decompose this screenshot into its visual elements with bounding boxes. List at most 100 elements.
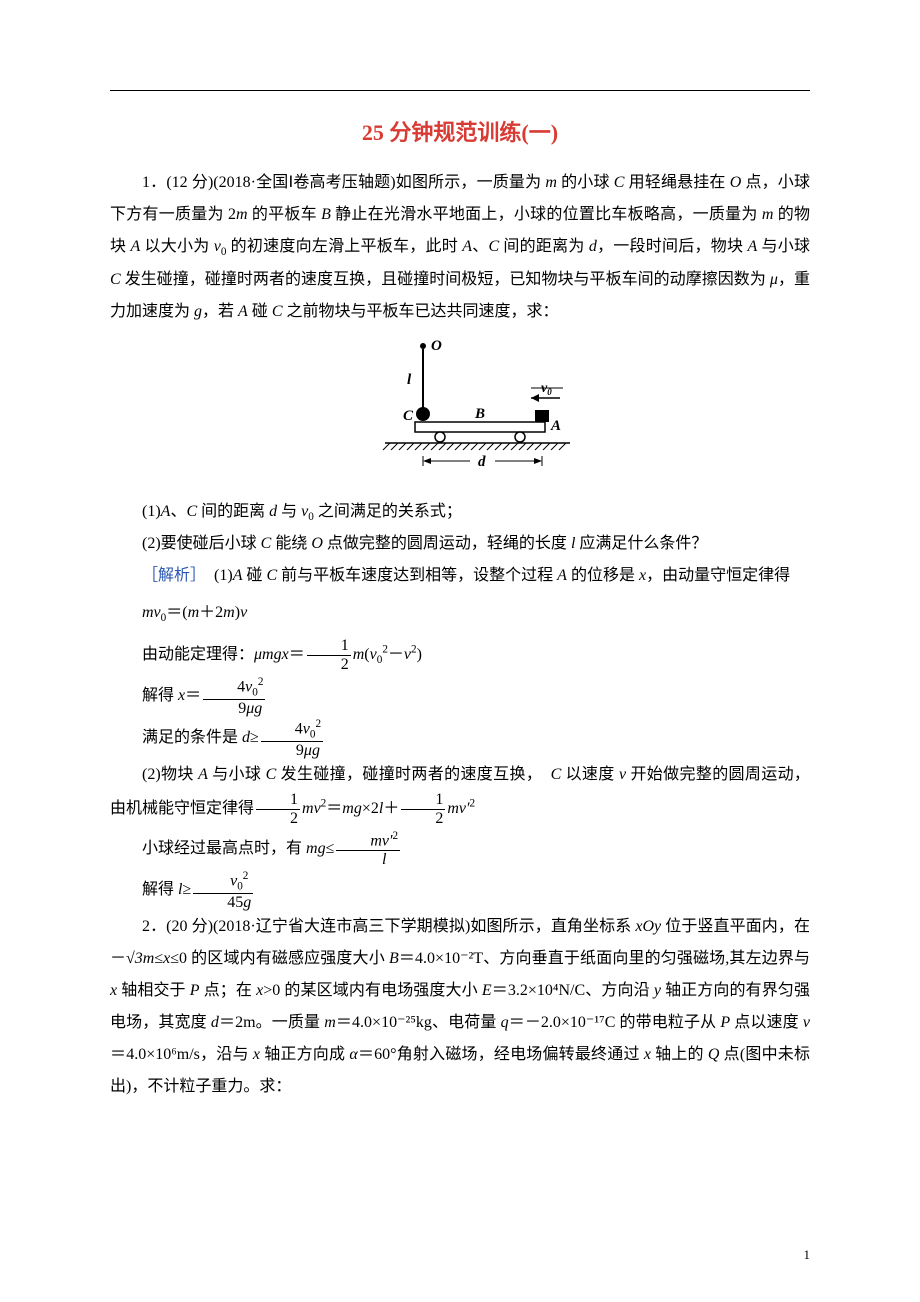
svg-text:d: d <box>478 454 486 470</box>
eq4-ge: ≥ <box>250 729 259 746</box>
eq3-eq: ＝ <box>185 687 201 704</box>
p1-A2: A <box>462 238 472 255</box>
p1-C2: C <box>488 238 499 255</box>
p1-2c: 静止在光滑水平地面上，小球的位置比车板略高，一质量为 <box>331 206 762 223</box>
s1i: ，由动量守恒定律得 <box>646 567 790 584</box>
p1-2j: 发生碰撞，碰撞时两者的速度互换，且碰撞时间极短，已知物块与平板车间的动摩擦因数为 <box>121 271 770 288</box>
eq6-le: ≤ <box>326 840 335 857</box>
p3-P: P <box>190 982 200 999</box>
p1-A: A <box>130 238 140 255</box>
p3-eq4: ＝4.0×10⁻²⁵kg、电荷量 <box>336 1014 501 1031</box>
p3-v: v <box>803 1014 810 1031</box>
p3-le2: ≤0 的区域内有磁感应强度大小 <box>170 950 389 967</box>
p3-x4: x <box>253 1046 260 1063</box>
eq7: 解得 l≥v0245g <box>110 869 810 911</box>
p1-v0: v <box>214 238 221 255</box>
eq7-ge: ≥ <box>182 881 191 898</box>
problem-2: 2．(20 分)(2018·辽宁省大连市高三下学期模拟)如图所示，直角坐标系 x… <box>110 911 810 1103</box>
s1g: 的位移是 <box>567 567 639 584</box>
p1-2h: ，一段时间后，物块 <box>597 238 748 255</box>
eq6-pre: 小球经过最高点时，有 <box>142 840 306 857</box>
p1-B: B <box>321 206 331 223</box>
p3-eq6: ＝4.0×10⁶m/s，沿与 <box>110 1046 253 1063</box>
p3-E: E <box>482 982 492 999</box>
problem-1: 1．(12 分)(2018·全国Ⅰ卷高考压轴题)如图所示，一质量为 m 的小球 … <box>110 167 810 328</box>
p3-m2: m <box>324 1014 336 1031</box>
p1-2g: 间的距离为 <box>499 238 589 255</box>
p2c: 发生碰撞，碰撞时两者的速度互换， <box>276 766 534 783</box>
eq7-pre: 解得 <box>142 881 178 898</box>
p2b: 与小球 <box>208 766 266 783</box>
p1-2f: 的初速度向左滑上平板车，此时 <box>226 238 462 255</box>
svg-text:v0: v0 <box>541 381 552 397</box>
p3-le: ≤ <box>154 950 163 967</box>
s1f: A <box>557 567 567 584</box>
eq3-pre: 解得 <box>142 687 178 704</box>
p1-lead: 1．(12 分)(2018·全国Ⅰ卷高考压轴题)如图所示，一质量为 <box>142 174 545 191</box>
p1-2i: 与小球 <box>757 238 810 255</box>
svg-text:B: B <box>474 406 485 422</box>
p1-O: O <box>730 174 742 191</box>
solution-1: ［解析］ (1)A 碰 C 前与平板车速度达到相等，设整个过程 A 的位移是 x… <box>110 560 810 592</box>
p3-q: q <box>501 1014 509 1031</box>
p1-mu: μ <box>770 271 778 288</box>
q2: (2)要使碰后小球 C 能绕 O 点做完整的圆周运动，轻绳的长度 l 应满足什么… <box>110 528 810 560</box>
e5d2: 2 <box>401 810 445 828</box>
p1-2l: ，若 <box>202 303 238 320</box>
s1d: C <box>266 567 277 584</box>
eq2-den: 2 <box>307 656 351 674</box>
p1-sep: 、 <box>472 238 488 255</box>
p3-t3: 点；在 <box>200 982 257 999</box>
p1-C4: C <box>272 303 283 320</box>
p2: (2)物块 A 与小球 C 发生碰撞，碰撞时两者的速度互换， C 以速度 v 开… <box>110 759 810 827</box>
p3-x5: x <box>644 1046 651 1063</box>
p1-2n: 之前物块与平板车已达共同速度，求： <box>283 303 559 320</box>
p1-m2: m <box>236 206 248 223</box>
p3-eq2: ＝3.2×10⁴N/C、方向沿 <box>492 982 654 999</box>
eq3: 解得 x＝4v029μg <box>110 675 810 717</box>
s1c: 碰 <box>242 567 266 584</box>
e5n1: 1 <box>256 791 300 810</box>
p1-2b: 的平板车 <box>248 206 322 223</box>
p3-lead: 2．(20 分)(2018·辽宁省大连市高三下学期模拟)如图所示，直角坐标系 <box>142 918 635 935</box>
top-rule <box>110 90 810 91</box>
diagram-svg: O l C B A v0 <box>345 338 575 478</box>
eq4-pre: 满足的条件是 <box>142 729 242 746</box>
p2C: C <box>266 766 277 783</box>
p3-t5: 点以速度 <box>730 1014 803 1031</box>
s1h: x <box>639 567 646 584</box>
svg-text:C: C <box>403 408 414 424</box>
p3-xoy: xOy <box>635 918 661 935</box>
p1-2m: 碰 <box>248 303 272 320</box>
figure-1: O l C B A v0 <box>110 338 810 490</box>
e5n2: 1 <box>401 791 445 810</box>
p1-2e: 以大小为 <box>140 238 213 255</box>
page-title: 25 分钟规范训练(一) <box>110 111 810 155</box>
sol-label: ［解析］ <box>142 567 198 584</box>
eq2-pre: 由动能定理得： <box>142 646 254 663</box>
p1-C1: C <box>614 174 625 191</box>
p1-g: g <box>194 303 202 320</box>
svg-text:A: A <box>550 418 561 434</box>
s1e: 前与平板车速度达到相等，设整个过程 <box>277 567 557 584</box>
p3-eq5: ＝－2.0×10⁻¹⁷C 的带电粒子从 <box>509 1014 721 1031</box>
p2d: 以速度 <box>561 766 619 783</box>
svg-text:l: l <box>407 372 412 388</box>
p1-a: 的小球 <box>557 174 614 191</box>
p3-d: d <box>211 1014 219 1031</box>
eq2-num: 1 <box>307 637 351 656</box>
p3-Q: Q <box>708 1046 720 1063</box>
p1-m3: m <box>762 206 774 223</box>
svg-text:O: O <box>431 338 442 354</box>
p3-t7: 轴上的 <box>651 1046 708 1063</box>
p1-d: d <box>589 238 597 255</box>
eq4-d: d <box>242 729 250 746</box>
p3-P2: P <box>720 1014 730 1031</box>
q1: (1)A、C 间的距离 d 与 v0 之间满足的关系式； <box>110 496 810 529</box>
s1b: A <box>233 567 243 584</box>
p3-gt: >0 的某区域内有电场强度大小 <box>263 982 482 999</box>
p3-t6: 轴正方向成 <box>260 1046 349 1063</box>
eq2: 由动能定理得：μmgx＝12m(v02－v2) <box>110 634 810 676</box>
s1a: (1) <box>198 567 233 584</box>
p1-C3: C <box>110 271 121 288</box>
